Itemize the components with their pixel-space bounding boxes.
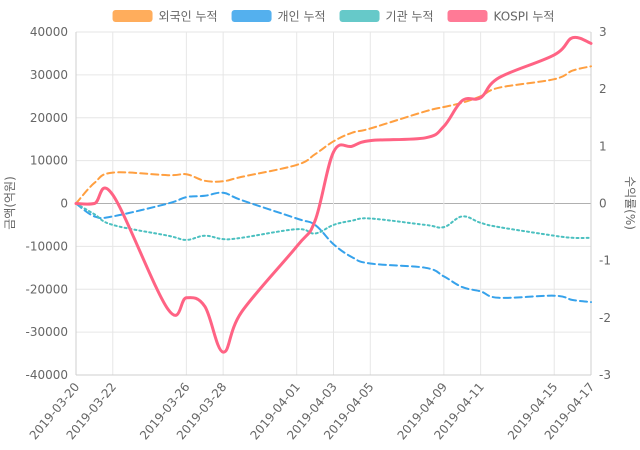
y-tick-label: 10000 <box>30 154 68 168</box>
legend-swatch <box>112 10 153 22</box>
y-tick-label: -10000 <box>25 239 68 253</box>
y2-axis-title: 수익률(%) <box>623 176 637 230</box>
y2-tick-label: 3 <box>599 25 607 39</box>
y-tick-label: 30000 <box>30 68 68 82</box>
legend-label: KOSPI 누적 <box>494 10 555 24</box>
y-axis-title: 금액(억원) <box>3 176 17 230</box>
y2-tick-label: 0 <box>599 197 607 211</box>
legend-swatch <box>447 10 488 22</box>
y-tick-label: -40000 <box>25 368 68 382</box>
grid-lines <box>75 31 592 376</box>
legend-label: 외국인 누적 <box>159 10 218 24</box>
y-tick-label: 20000 <box>30 111 68 125</box>
y-tick-label: -30000 <box>25 325 68 339</box>
legend-item[interactable]: 외국인 누적 <box>112 10 218 24</box>
y2-tick-label: -2 <box>599 311 611 325</box>
series-lines <box>74 35 593 354</box>
y-tick-label: 40000 <box>30 25 68 39</box>
legend-label: 기관 누적 <box>386 10 434 24</box>
series-line-1 <box>75 191 592 304</box>
series-line-0 <box>75 65 592 205</box>
legend-item[interactable]: 개인 누적 <box>231 10 326 24</box>
legend-label: 개인 누적 <box>278 10 326 24</box>
y-tick-label: -20000 <box>25 282 68 296</box>
y2-tick-label: -3 <box>599 368 611 382</box>
legend-item[interactable]: KOSPI 누적 <box>447 10 555 24</box>
y2-tick-label: 1 <box>599 139 607 153</box>
legend-swatch <box>339 10 380 22</box>
y-axis-right: 3 2 1 0 -1 -2 -3 <box>599 25 611 382</box>
legend: 외국인 누적 개인 누적 기관 누적 KOSPI 누적 <box>112 10 555 24</box>
series-line-3 <box>74 35 593 354</box>
y2-tick-label: -1 <box>599 254 611 268</box>
y-axis-left: 40000 30000 20000 10000 0 -10000 -20000 -30000 -… <box>25 25 68 382</box>
legend-swatch <box>231 10 272 22</box>
y2-tick-label: 2 <box>599 82 607 96</box>
series-line-2 <box>75 202 592 241</box>
y-tick-label: 0 <box>60 197 68 211</box>
legend-item[interactable]: 기관 누적 <box>339 10 434 24</box>
